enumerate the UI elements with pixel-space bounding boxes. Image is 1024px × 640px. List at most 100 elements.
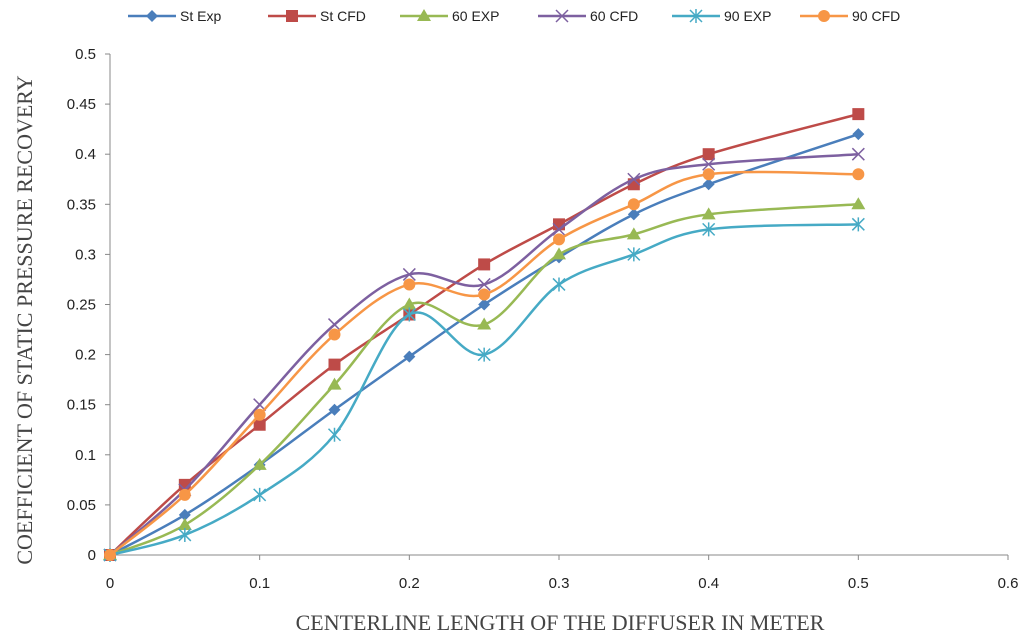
x-tick-label: 0 (106, 575, 114, 592)
x-axis-title: CENTERLINE LENGTH OF THE DIFFUSER IN MET… (296, 610, 825, 635)
data-point (477, 347, 491, 362)
series-st-exp (104, 128, 865, 561)
data-point (253, 408, 266, 421)
y-tick-label: 0.35 (67, 196, 96, 213)
data-point (178, 488, 191, 501)
data-point (178, 508, 191, 521)
data-point (403, 350, 416, 363)
x-tick-label: 0.6 (998, 575, 1019, 592)
legend-marker (818, 10, 830, 22)
data-point (478, 288, 491, 301)
legend-item: 90 EXP (672, 8, 771, 24)
data-point (478, 258, 491, 271)
data-point (702, 148, 715, 161)
data-point (403, 278, 416, 291)
data-point (253, 487, 267, 502)
data-point (702, 178, 715, 191)
legend-label: 60 EXP (452, 8, 499, 24)
data-point (328, 328, 341, 341)
data-point (252, 457, 267, 470)
x-tick-label: 0.1 (249, 575, 270, 592)
series-line (109, 203, 859, 557)
series-line (109, 223, 859, 557)
series-line (109, 132, 859, 557)
legend-item: 90 CFD (800, 8, 900, 24)
legend: St Exp St CFD 60 EXP 60 CFD 90 EXP 90 CFD (128, 8, 900, 24)
legend-item: St Exp (128, 8, 221, 24)
data-point (402, 297, 417, 310)
y-tick-label: 0.2 (75, 347, 96, 364)
legend-label: St CFD (320, 8, 366, 24)
data-point (104, 549, 116, 561)
x-tick-label: 0.5 (848, 575, 869, 592)
data-point (327, 318, 342, 332)
data-point (627, 198, 640, 211)
data-point (253, 418, 266, 431)
y-tick-label: 0.25 (67, 297, 96, 314)
y-tick-label: 0.05 (67, 497, 96, 514)
legend-label: 90 EXP (724, 8, 771, 24)
axes: 0 0.05 0.1 0.15 0.2 0.25 0.3 0.35 0.4 0.45 0.5 0 0.1… (67, 46, 1019, 592)
data-point (852, 168, 865, 181)
legend-item: St CFD (268, 8, 366, 24)
series-90-cfd (104, 168, 865, 561)
y-tick-label: 0.4 (75, 146, 96, 163)
data-point (328, 403, 341, 416)
y-tick-label: 0.3 (75, 246, 96, 263)
series-60-exp (103, 197, 866, 560)
series-line (109, 112, 859, 556)
x-tick-label: 0.3 (549, 575, 570, 592)
legend-label: 60 CFD (590, 8, 638, 24)
legend-marker (286, 10, 298, 22)
y-tick-label: 0 (88, 547, 96, 564)
data-point (851, 197, 866, 210)
data-point (553, 233, 565, 246)
series-group (103, 108, 866, 562)
data-point (552, 247, 566, 260)
legend-marker (417, 9, 431, 21)
y-tick-label: 0.15 (67, 397, 96, 414)
data-point (852, 128, 865, 141)
data-point (627, 172, 641, 186)
y-tick-label: 0.5 (75, 46, 96, 63)
data-point (626, 227, 641, 240)
data-point (328, 358, 341, 371)
series-60-cfd (103, 147, 865, 562)
y-tick-label: 0.1 (75, 447, 96, 464)
legend-marker (146, 10, 158, 22)
data-point (852, 108, 865, 121)
legend-marker (689, 9, 703, 23)
y-tick-label: 0.45 (67, 96, 96, 113)
data-point (327, 427, 342, 442)
legend-label: St Exp (180, 8, 221, 24)
data-point (552, 277, 566, 292)
legend-item: 60 CFD (538, 8, 638, 24)
data-point (851, 217, 865, 232)
data-point (702, 168, 715, 181)
x-tick-label: 0.2 (399, 575, 420, 592)
data-point (851, 147, 865, 161)
y-axis-title: COEFFICIENT OF STATIC PRESSURE RECOVERY (12, 75, 37, 564)
data-point (477, 277, 491, 291)
data-point (702, 222, 716, 237)
data-point (478, 298, 491, 311)
legend-item: 60 EXP (400, 8, 499, 24)
data-point (177, 517, 192, 530)
x-tick-label: 0.4 (698, 575, 719, 592)
data-point (477, 317, 492, 330)
data-point (627, 247, 641, 262)
data-point (402, 267, 416, 281)
data-point (702, 157, 716, 171)
legend-marker (555, 9, 569, 23)
data-point (327, 377, 342, 390)
data-point (627, 208, 640, 221)
data-point (178, 527, 192, 542)
series-line (109, 170, 859, 556)
series-line (109, 152, 859, 556)
data-point (701, 207, 716, 220)
data-point (552, 222, 566, 236)
legend-label: 90 CFD (852, 8, 900, 24)
data-point (402, 307, 416, 322)
